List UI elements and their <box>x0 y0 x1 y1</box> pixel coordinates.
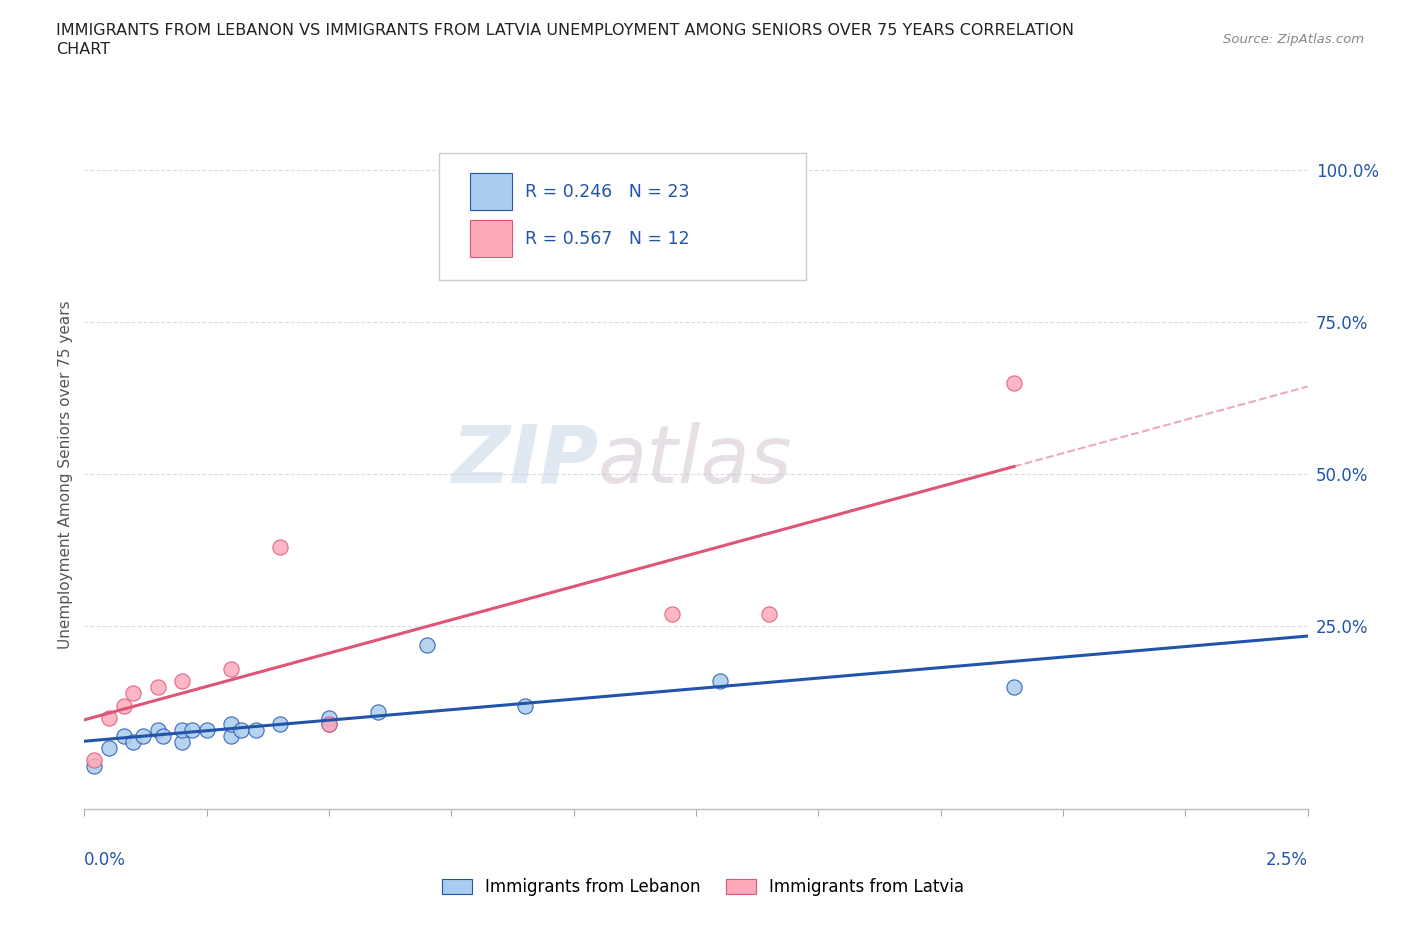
Text: IMMIGRANTS FROM LEBANON VS IMMIGRANTS FROM LATVIA UNEMPLOYMENT AMONG SENIORS OVE: IMMIGRANTS FROM LEBANON VS IMMIGRANTS FR… <box>56 23 1074 38</box>
Text: 0.0%: 0.0% <box>84 851 127 870</box>
Point <box>219 716 242 731</box>
Point <box>661 607 683 622</box>
Point <box>513 698 536 713</box>
Point <box>181 723 204 737</box>
Text: ZIP: ZIP <box>451 422 598 500</box>
Text: R = 0.246   N = 23: R = 0.246 N = 23 <box>524 182 689 201</box>
Point <box>269 716 291 731</box>
Point <box>709 674 731 689</box>
Point <box>318 711 340 725</box>
Point <box>83 759 105 774</box>
Point <box>146 680 169 695</box>
Point <box>172 723 194 737</box>
Point <box>97 711 120 725</box>
Point <box>195 723 218 737</box>
Text: CHART: CHART <box>56 42 110 57</box>
Point <box>152 728 174 743</box>
Point <box>1002 680 1025 695</box>
FancyBboxPatch shape <box>439 153 806 280</box>
Point <box>146 723 169 737</box>
Point <box>318 716 340 731</box>
Point <box>318 716 340 731</box>
Point <box>172 674 194 689</box>
Point <box>758 607 780 622</box>
Text: R = 0.567   N = 12: R = 0.567 N = 12 <box>524 230 689 247</box>
Point <box>132 728 155 743</box>
Point <box>112 698 135 713</box>
Text: Source: ZipAtlas.com: Source: ZipAtlas.com <box>1223 33 1364 46</box>
Point <box>229 723 252 737</box>
Point <box>1002 376 1025 391</box>
Point <box>122 735 145 750</box>
Point <box>219 728 242 743</box>
Point <box>367 704 389 719</box>
Point <box>416 637 439 652</box>
Point <box>122 686 145 701</box>
FancyBboxPatch shape <box>470 173 513 210</box>
Y-axis label: Unemployment Among Seniors over 75 years: Unemployment Among Seniors over 75 years <box>58 300 73 648</box>
Point <box>269 540 291 555</box>
FancyBboxPatch shape <box>470 219 513 257</box>
Text: atlas: atlas <box>598 422 793 500</box>
Point <box>219 661 242 676</box>
Legend: Immigrants from Lebanon, Immigrants from Latvia: Immigrants from Lebanon, Immigrants from… <box>436 871 970 903</box>
Text: 2.5%: 2.5% <box>1265 851 1308 870</box>
Point <box>97 741 120 756</box>
Point <box>83 753 105 768</box>
Point <box>172 735 194 750</box>
Point <box>245 723 267 737</box>
Point <box>112 728 135 743</box>
